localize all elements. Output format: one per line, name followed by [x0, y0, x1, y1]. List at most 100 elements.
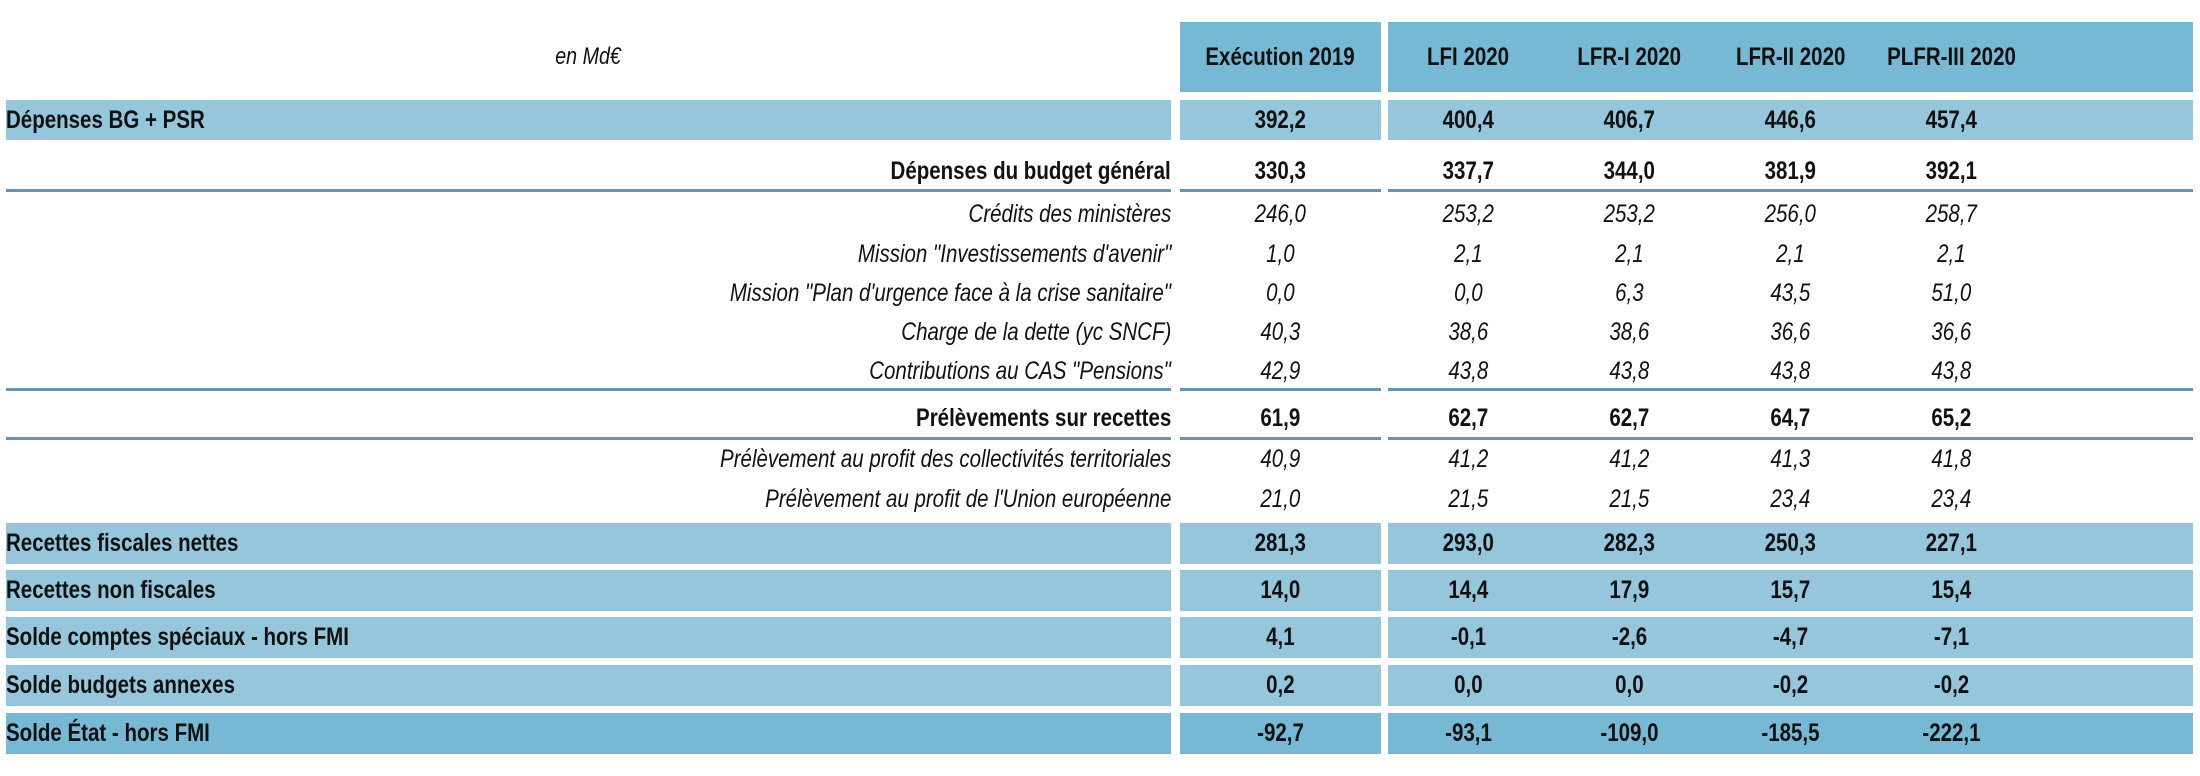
value-cell-lfr2-2020: 381,9	[1710, 153, 1871, 189]
value-cell-lfr2-2020: 36,6	[1710, 314, 1871, 350]
row-label-cell: Charge de la dette (yc SNCF)	[6, 314, 1171, 350]
value-cell-lfi-2020: 400,4	[1388, 100, 1549, 140]
unit-label: en Md€	[555, 43, 622, 70]
value-cell-lfr2-2020: 256,0	[1710, 196, 1871, 232]
value-cell-lfr1-2020: 62,7	[1549, 400, 1710, 436]
row-label-cell: Prélèvement au profit des collectivités …	[6, 441, 1171, 477]
cell-value: 4,1	[1266, 623, 1295, 651]
value-cell-plfr3-2020: 258,7	[1871, 196, 2032, 232]
row-label: Solde comptes spéciaux - hors FMI	[6, 623, 349, 651]
cell-value: 392,2	[1254, 105, 1307, 134]
value-cell-lfr2-2020: 15,7	[1710, 570, 1871, 611]
value-group-2020: -93,1 -109,0 -185,5 -222,1	[1388, 713, 2193, 754]
value-cell-execution-2019: 42,9	[1180, 353, 1381, 389]
value-cell-lfi-2020: 337,7	[1388, 153, 1549, 189]
value-cell-execution-2019: 330,3	[1180, 153, 1381, 189]
cell-value: 381,9	[1764, 156, 1817, 185]
row-label: Prélèvement au profit des collectivités …	[719, 444, 1171, 473]
cell-value: 337,7	[1442, 156, 1495, 185]
cell-value: 446,6	[1764, 105, 1817, 134]
table-row-solde-etat-hors-fmi: Solde État - hors FMI -92,7 -93,1 -109,0 -18…	[0, 713, 2200, 754]
cell-value: 23,4	[1931, 484, 1972, 513]
value-group-2020: 337,7 344,0 381,9 392,1	[1388, 153, 2193, 189]
value-cell-lfi-2020: -0,1	[1388, 617, 1549, 658]
value-cell-lfi-2020: 62,7	[1388, 400, 1549, 436]
row-separator-line	[1180, 388, 1381, 391]
value-cell-execution-2019: 0,2	[1180, 665, 1381, 706]
value-cell-lfr2-2020: -0,2	[1710, 665, 1871, 706]
value-cell-execution-2019: 246,0	[1180, 196, 1381, 232]
cell-value: 0,0	[1454, 671, 1483, 699]
cell-value: 0,0	[1454, 278, 1483, 307]
value-cell-execution-2019: 61,9	[1180, 400, 1381, 436]
row-label-cell: Solde État - hors FMI	[6, 713, 1171, 754]
value-cell-lfr1-2020: 2,1	[1549, 236, 1710, 272]
value-cell-lfr1-2020: 17,9	[1549, 570, 1710, 611]
row-label: Mission "Investissements d'avenir"	[857, 239, 1171, 268]
cell-value: -93,1	[1445, 719, 1492, 747]
value-cell-lfr1-2020: -2,6	[1549, 617, 1710, 658]
row-separator-line	[1180, 189, 1381, 192]
row-label-cell: Prélèvement au profit de l'Union europée…	[6, 481, 1171, 517]
value-group-2020: 0,0 6,3 43,5 51,0	[1388, 275, 2193, 311]
column-header: Exécution 2019	[1205, 42, 1356, 71]
row-label-cell: Crédits des ministères	[6, 196, 1171, 232]
row-label: Recettes fiscales nettes	[6, 529, 239, 557]
column-header: LFI 2020	[1427, 42, 1510, 71]
value-cell-plfr3-2020: -222,1	[1871, 713, 2032, 754]
cell-value: 65,2	[1931, 403, 1972, 432]
row-label: Prélèvement au profit de l'Union europée…	[764, 484, 1171, 513]
value-cell-plfr3-2020: 51,0	[1871, 275, 2032, 311]
value-group-2020: 21,5 21,5 23,4 23,4	[1388, 481, 2193, 517]
cell-value: 38,6	[1609, 317, 1650, 346]
row-label: Mission "Plan d'urgence face à la crise …	[729, 278, 1171, 307]
cell-value: 23,4	[1770, 484, 1811, 513]
cell-value: 43,8	[1931, 356, 1972, 385]
header-cell-plfr3-2020: PLFR-III 2020	[1871, 22, 2032, 92]
value-cell-execution-2019: 21,0	[1180, 481, 1381, 517]
cell-value: 36,6	[1931, 317, 1972, 346]
value-cell-plfr3-2020: 65,2	[1871, 400, 2032, 436]
cell-value: 40,9	[1260, 444, 1301, 473]
table-row-prelevement-au-profit-des-collectivites-territoriales: Prélèvement au profit des collectivités …	[0, 441, 2200, 477]
value-group-2020: 62,7 62,7 64,7 65,2	[1388, 400, 2193, 436]
cell-value: 406,7	[1603, 105, 1656, 134]
cell-value: 253,2	[1603, 199, 1656, 228]
cell-value: 14,4	[1448, 576, 1489, 604]
unit-label-cell: en Md€	[6, 22, 1171, 92]
row-label-cell: Contributions au CAS "Pensions"	[6, 353, 1171, 389]
value-cell-plfr3-2020: -7,1	[1871, 617, 2032, 658]
cell-value: 43,8	[1609, 356, 1650, 385]
value-cell-lfr1-2020: 21,5	[1549, 481, 1710, 517]
table-row-solde-budgets-annexes: Solde budgets annexes 0,2 0,0 0,0 -0,2 -0,2	[0, 665, 2200, 706]
cell-value: 41,2	[1609, 444, 1650, 473]
cell-value: -0,2	[1933, 671, 1970, 699]
cell-value: 2,1	[1776, 239, 1805, 268]
table-row-solde-comptes-speciaux-hors-fmi: Solde comptes spéciaux - hors FMI 4,1 -0,1…	[0, 617, 2200, 658]
value-group-2020: 253,2 253,2 256,0 258,7	[1388, 196, 2193, 232]
table-row-prelevements-sur-recettes: Prélèvements sur recettes 61,9 62,7 62,7 64,…	[0, 400, 2200, 436]
cell-value: 256,0	[1764, 199, 1817, 228]
cell-value: 41,8	[1931, 444, 1972, 473]
value-cell-lfi-2020: 253,2	[1388, 196, 1549, 232]
row-label: Solde État - hors FMI	[6, 719, 210, 747]
cell-value: 400,4	[1442, 105, 1495, 134]
value-cell-lfr1-2020: 6,3	[1549, 275, 1710, 311]
cell-value: 0,0	[1266, 278, 1295, 307]
cell-value: 253,2	[1442, 199, 1495, 228]
value-cell-execution-2019: 14,0	[1180, 570, 1381, 611]
header-cell-execution-2019: Exécution 2019	[1180, 22, 1381, 92]
value-cell-lfi-2020: 43,8	[1388, 353, 1549, 389]
cell-value: 43,8	[1770, 356, 1811, 385]
value-group-2020: 2,1 2,1 2,1 2,1	[1388, 236, 2193, 272]
value-cell-lfr1-2020: 253,2	[1549, 196, 1710, 232]
header-cell-lfi-2020: LFI 2020	[1388, 22, 1549, 92]
value-group-2020: -0,1 -2,6 -4,7 -7,1	[1388, 617, 2193, 658]
row-separator-line	[6, 388, 1171, 391]
row-label: Dépenses du budget général	[890, 156, 1171, 185]
cell-value: 15,7	[1770, 576, 1811, 604]
row-label: Dépenses BG + PSR	[6, 105, 205, 134]
table-row-mission-investissements-d-avenir: Mission "Investissements d'avenir" 1,0 2,1…	[0, 236, 2200, 272]
value-group-2020: 293,0 282,3 250,3 227,1	[1388, 523, 2193, 564]
